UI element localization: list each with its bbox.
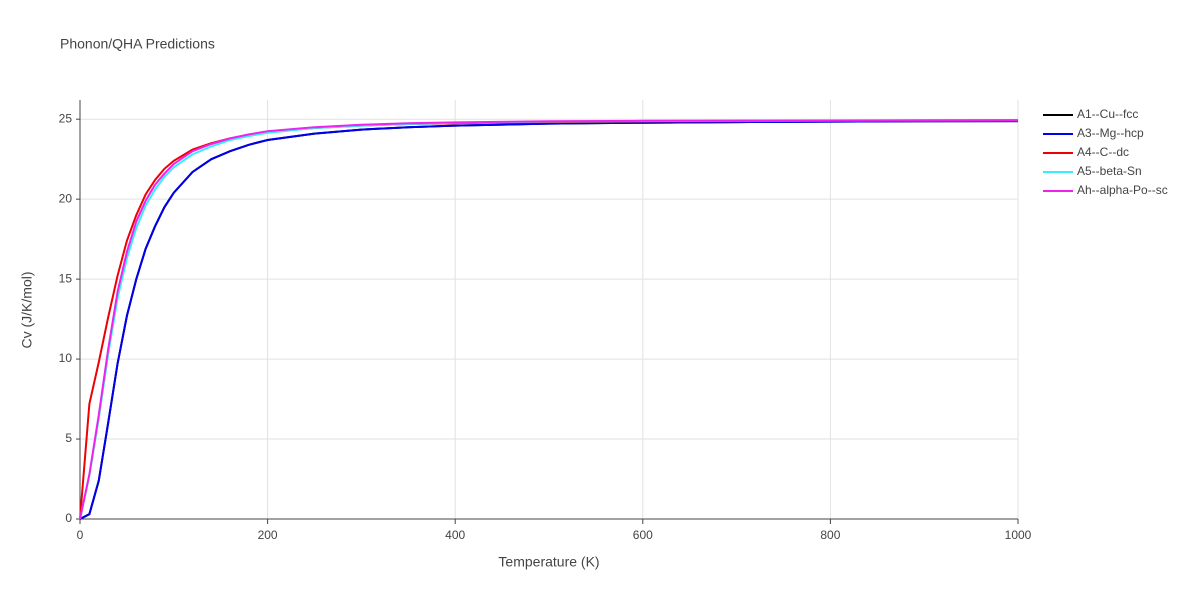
- y-tick-label: 0: [65, 511, 72, 525]
- series-line: [79, 119, 1019, 520]
- chart-title: Phonon/QHA Predictions: [60, 36, 215, 52]
- legend-label: A5--beta-Sn: [1077, 164, 1142, 178]
- legend-label: A3--Mg--hcp: [1077, 126, 1144, 140]
- x-tick-label: 800: [820, 528, 840, 542]
- x-axis-label: Temperature (K): [498, 554, 599, 570]
- y-tick-label: 15: [59, 271, 73, 285]
- x-tick-label: 0: [77, 528, 84, 542]
- series-line: [79, 119, 1019, 520]
- legend-label: A1--Cu--fcc: [1077, 107, 1138, 121]
- x-tick-label: 600: [633, 528, 653, 542]
- series-line: [79, 120, 1019, 520]
- series-line: [79, 120, 1019, 520]
- x-tick-label: 200: [258, 528, 278, 542]
- y-tick-label: 10: [59, 351, 73, 365]
- x-tick-label: 400: [445, 528, 465, 542]
- x-tick-label: 1000: [1005, 528, 1032, 542]
- legend-label: Ah--alpha-Po--sc: [1077, 183, 1168, 197]
- y-tick-label: 5: [65, 431, 72, 445]
- legend-label: A4--C--dc: [1077, 145, 1129, 159]
- y-tick-label: 25: [59, 111, 73, 125]
- y-axis-label: Cv (J/K/mol): [19, 272, 35, 349]
- series-line: [79, 119, 1019, 520]
- y-tick-label: 20: [59, 191, 73, 205]
